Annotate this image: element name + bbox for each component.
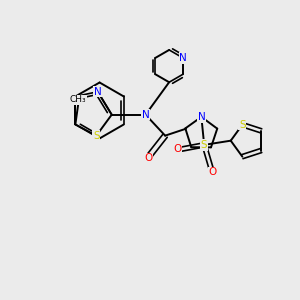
Text: O: O [208, 167, 217, 177]
Text: N: N [197, 112, 205, 122]
Text: N: N [94, 87, 102, 97]
Text: S: S [93, 130, 100, 141]
Text: CH₃: CH₃ [70, 95, 87, 104]
Text: S: S [239, 120, 246, 130]
Text: O: O [144, 153, 152, 163]
Text: N: N [142, 110, 149, 120]
Text: S: S [201, 140, 208, 150]
Text: O: O [173, 144, 181, 154]
Text: N: N [179, 53, 187, 63]
